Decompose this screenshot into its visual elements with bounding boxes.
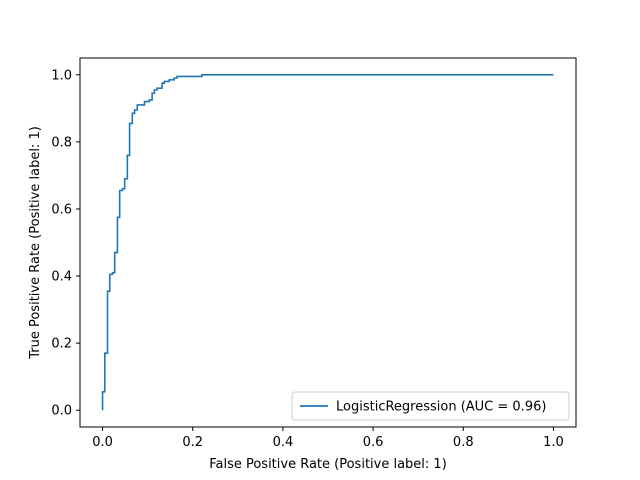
y-tick-label: 0.8 xyxy=(51,135,72,150)
x-tick-label: 1.0 xyxy=(543,435,564,450)
roc-curve-line xyxy=(101,73,554,411)
y-tick-label: 0.2 xyxy=(51,337,72,352)
x-tick-label: 0.0 xyxy=(92,435,113,450)
legend-entry-label: LogisticRegression (AUC = 0.96) xyxy=(336,400,546,415)
curve-layer xyxy=(101,73,554,411)
y-axis-label: True Positive Rate (Positive label: 1) xyxy=(28,126,43,360)
x-tick-label: 0.8 xyxy=(453,435,474,450)
legend-box xyxy=(291,391,570,421)
y-tick-label: 1.0 xyxy=(51,68,72,83)
x-tick-label: 0.2 xyxy=(182,435,203,450)
axes-frame xyxy=(79,57,577,428)
y-tick-label: 0.6 xyxy=(51,202,72,217)
y-axis-ticks: 0.0 0.2 0.4 0.6 0.8 1.0 xyxy=(51,68,80,419)
y-tick-label: 0.4 xyxy=(51,270,72,285)
y-tick-label: 0.0 xyxy=(51,404,72,419)
x-tick-label: 0.6 xyxy=(363,435,384,450)
x-tick-label: 0.4 xyxy=(273,435,294,450)
x-axis-label: False Positive Rate (Positive label: 1) xyxy=(209,457,447,472)
legend: LogisticRegression (AUC = 0.96) xyxy=(291,391,570,421)
x-axis-ticks: 0.0 0.2 0.4 0.6 0.8 1.0 xyxy=(92,427,564,450)
